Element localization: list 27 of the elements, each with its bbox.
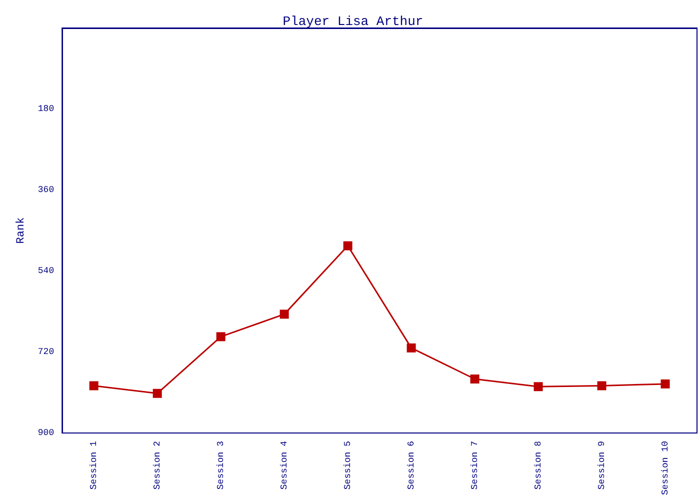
- x-tick-label: Session 1: [88, 440, 99, 490]
- chart-title: Player Lisa Arthur: [282, 14, 424, 29]
- y-tick-label: 900: [38, 428, 54, 438]
- point: [660, 379, 670, 388]
- x-tick-label: Session 8: [533, 440, 544, 490]
- point: [152, 388, 162, 398]
- point: [406, 343, 416, 352]
- x-tick-label: Session 3: [216, 440, 226, 490]
- point: [343, 241, 352, 250]
- x-tick-label: Session 5: [342, 440, 353, 490]
- point: [216, 332, 226, 342]
- point: [89, 381, 98, 390]
- y-axis-title: Rank: [16, 216, 28, 244]
- y-tick-label: 360: [38, 184, 54, 195]
- point: [597, 381, 606, 390]
- x-tick-label: Session 9: [596, 440, 607, 490]
- point: [280, 310, 289, 319]
- x-tick-label: Session 6: [406, 440, 416, 490]
- point: [470, 374, 480, 384]
- y-tick-label: 180: [38, 104, 54, 114]
- point: [534, 382, 543, 392]
- y-tick-label: 720: [38, 346, 54, 357]
- x-tick-label: Session 2: [152, 440, 162, 490]
- x-tick-label: Session 4: [279, 440, 290, 490]
- x-tick-label: Session 10: [660, 440, 670, 496]
- y-tick-label: 540: [38, 266, 54, 276]
- x-tick-label: Session 7: [470, 440, 480, 490]
